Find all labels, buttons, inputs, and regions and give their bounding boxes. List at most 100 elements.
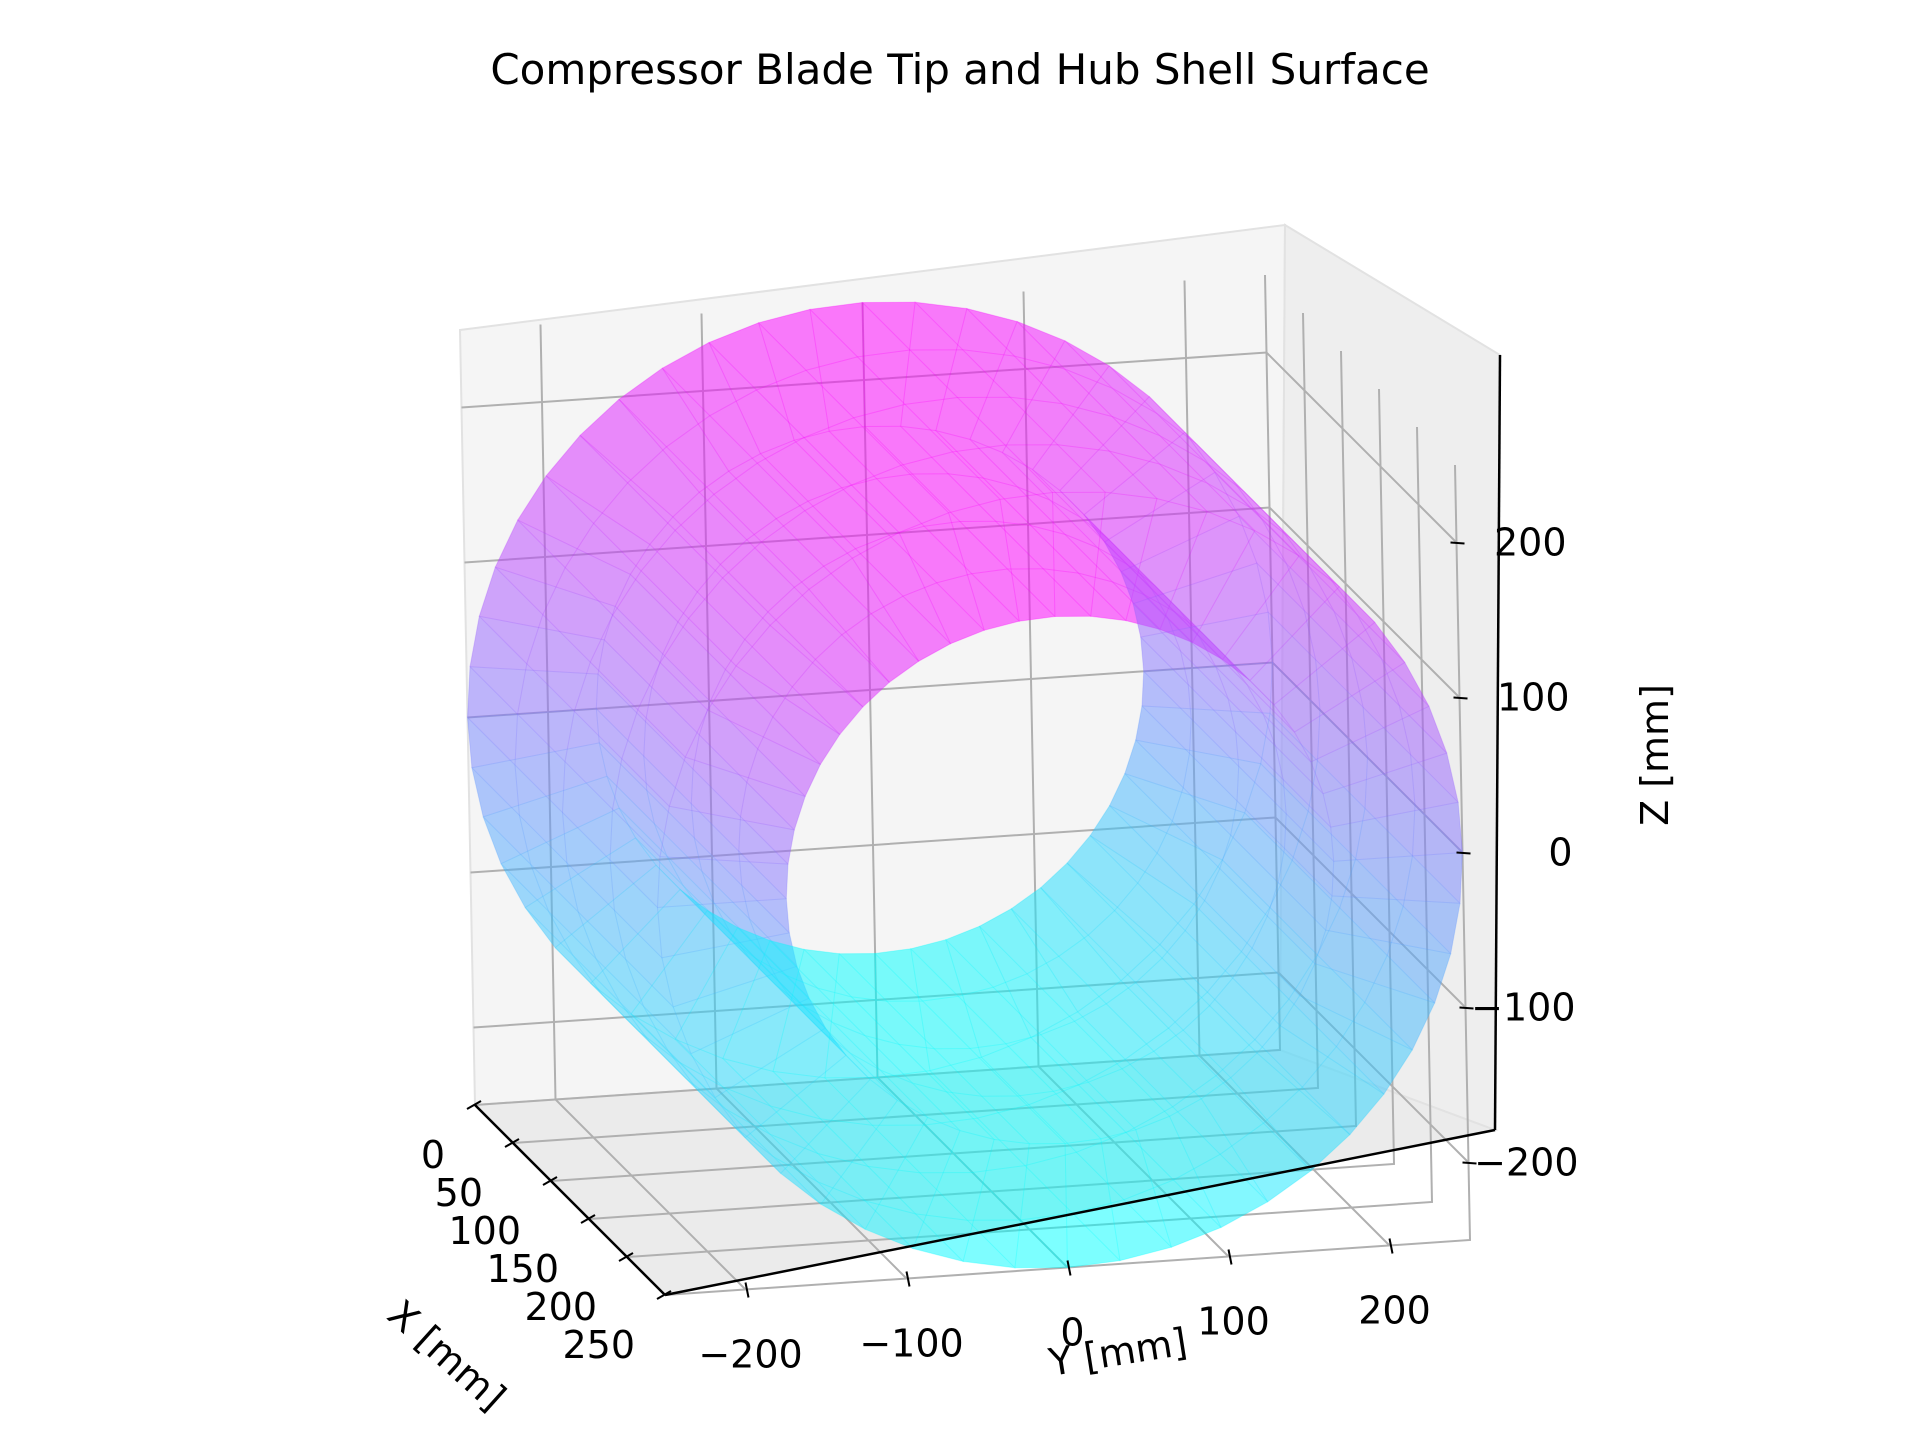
surface-patch bbox=[690, 802, 743, 887]
surface-patch bbox=[863, 425, 950, 475]
surface-patch bbox=[935, 307, 1018, 440]
surface-patch bbox=[1243, 491, 1328, 576]
grid-line-x bbox=[550, 350, 1358, 1182]
z-tick-label: −100 bbox=[1471, 986, 1575, 1030]
surface-patch bbox=[934, 429, 1020, 488]
surface-patch bbox=[482, 775, 620, 865]
surface-patch bbox=[1051, 491, 1106, 618]
surface-patch bbox=[661, 932, 798, 1008]
surface-patch bbox=[911, 473, 997, 523]
surface-patch bbox=[564, 710, 623, 811]
surface-patch bbox=[589, 888, 709, 1015]
surface-patch bbox=[494, 519, 632, 608]
surface-patch bbox=[1156, 412, 1245, 492]
surface-patch bbox=[769, 1133, 866, 1202]
surface-patch bbox=[500, 807, 637, 909]
surface-patch bbox=[693, 836, 751, 921]
surface-patch bbox=[708, 322, 807, 391]
surface-patch bbox=[645, 788, 703, 873]
surface-patch bbox=[590, 983, 679, 1063]
surface-patch bbox=[1001, 340, 1110, 471]
surface-patch bbox=[1235, 730, 1287, 816]
surface-patch bbox=[709, 668, 774, 750]
surface-patch bbox=[861, 301, 964, 351]
surface-patch bbox=[602, 994, 687, 1079]
surface-patch bbox=[668, 756, 806, 831]
surface-patch bbox=[1089, 804, 1158, 884]
surface-patch bbox=[1386, 905, 1452, 1004]
surface-patch bbox=[1226, 656, 1295, 733]
surface-patch bbox=[618, 807, 684, 886]
surface-patch bbox=[1262, 1086, 1351, 1172]
z-tick-label: 200 bbox=[1494, 521, 1567, 565]
surface-patch bbox=[1316, 708, 1369, 810]
surface-patch bbox=[637, 661, 709, 758]
x-tick bbox=[580, 1214, 596, 1224]
surface-patch bbox=[1104, 541, 1169, 620]
surface-patch bbox=[923, 520, 1009, 575]
surface-patch bbox=[542, 566, 614, 663]
y-tick-label: 100 bbox=[1197, 1300, 1270, 1344]
surface-patch bbox=[685, 1078, 774, 1158]
surface-patch bbox=[1006, 568, 1092, 618]
surface-patch bbox=[721, 1057, 823, 1120]
z-tick-label: −200 bbox=[1474, 1141, 1578, 1185]
surface-patch bbox=[1221, 555, 1341, 682]
surface-patch bbox=[757, 308, 830, 441]
surface-patch bbox=[871, 1124, 974, 1174]
surface-patch bbox=[1273, 621, 1406, 733]
surface-patch bbox=[554, 947, 639, 1032]
surface-patch bbox=[1303, 609, 1364, 709]
surface-patch bbox=[1107, 537, 1180, 611]
surface-patch bbox=[1032, 469, 1108, 539]
surface-patch bbox=[643, 754, 695, 840]
surface-patch bbox=[661, 341, 762, 472]
surface-patch bbox=[1052, 1081, 1137, 1140]
surface-patch bbox=[1167, 991, 1256, 1077]
surface-patch bbox=[1202, 632, 1275, 706]
surface-patch bbox=[653, 823, 715, 904]
surface-patch bbox=[798, 1007, 871, 1080]
surface-patch bbox=[637, 1030, 727, 1110]
surface-patch bbox=[1141, 670, 1192, 755]
surface-patch bbox=[656, 856, 789, 909]
surface-patch bbox=[769, 588, 890, 708]
surface-patch bbox=[756, 436, 853, 512]
surface-patch bbox=[1246, 684, 1312, 763]
surface-patch bbox=[850, 996, 936, 1050]
surface-patch bbox=[1238, 515, 1305, 611]
surface-patch bbox=[1058, 934, 1137, 1005]
surface-patch bbox=[614, 573, 679, 655]
surface-patch bbox=[1075, 1131, 1175, 1201]
surface-patch bbox=[1014, 1142, 1069, 1269]
surface-patch bbox=[667, 1049, 746, 1139]
surface-patch bbox=[1131, 561, 1200, 638]
surface-patch bbox=[595, 672, 647, 758]
surface-patch bbox=[854, 534, 938, 597]
surface-patch bbox=[727, 936, 803, 1006]
surface-patch bbox=[1135, 704, 1191, 789]
surface-patch bbox=[703, 912, 776, 985]
surface-patch bbox=[863, 1034, 949, 1093]
surface-patch bbox=[866, 1165, 969, 1221]
surface-patch bbox=[1282, 778, 1335, 863]
surface-patch bbox=[944, 925, 1028, 988]
surface-patch bbox=[1409, 753, 1464, 854]
surface-patch bbox=[861, 301, 916, 428]
surface-patch bbox=[1108, 365, 1198, 445]
surface-patch bbox=[597, 638, 653, 723]
surface-patch bbox=[1193, 859, 1271, 953]
surface-patch bbox=[1120, 571, 1182, 652]
surface-patch bbox=[708, 322, 795, 455]
surface-patch bbox=[649, 516, 722, 593]
surface-patch bbox=[841, 613, 920, 683]
surface-patch bbox=[672, 491, 748, 566]
x-axis-line bbox=[474, 1104, 666, 1296]
surface-patch bbox=[933, 1047, 1019, 1097]
surface-patch bbox=[1227, 697, 1285, 782]
surface-patch bbox=[969, 1043, 1055, 1097]
surface-patch bbox=[1314, 658, 1369, 759]
surface-patch bbox=[773, 1156, 866, 1230]
surface-patch bbox=[561, 811, 616, 912]
